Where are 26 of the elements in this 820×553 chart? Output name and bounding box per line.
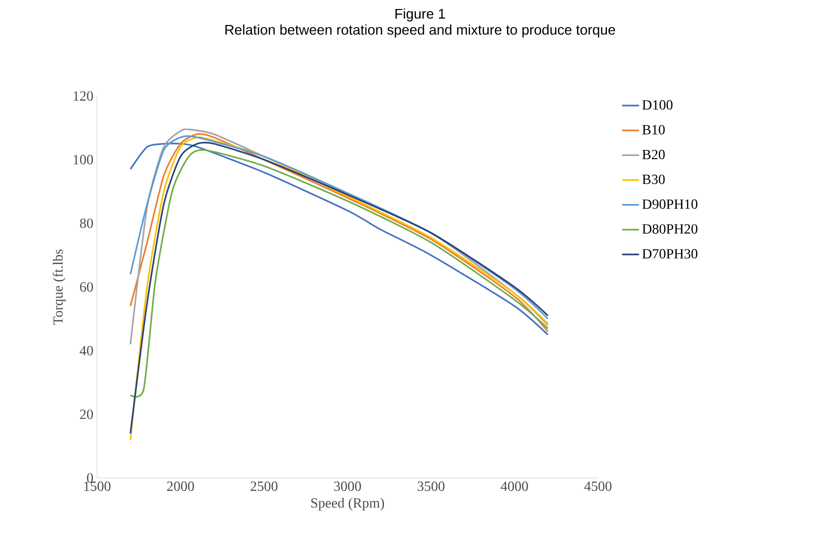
x-tick-label: 2500 xyxy=(250,482,278,491)
x-tick-label: 1500 xyxy=(84,482,110,491)
chart-subtitle: Relation between rotation speed and mixture to produce torque xyxy=(225,24,616,38)
legend-label: D90PH10 xyxy=(642,199,698,209)
chart-title: Figure 1 xyxy=(395,8,445,22)
y-tick-label: 100 xyxy=(74,154,93,164)
y-axis-title: Torque (ft.lbs xyxy=(52,249,66,325)
y-tick-label: 120 xyxy=(74,91,93,101)
line-series xyxy=(130,149,549,398)
x-axis-title: Speed (Rpm) xyxy=(311,498,384,511)
x-tick-label: 3500 xyxy=(418,482,444,491)
y-tick-label: 80 xyxy=(80,218,93,228)
x-tick-label: 3000 xyxy=(334,482,361,491)
legend-label: D100 xyxy=(642,100,672,110)
legend-label: B10 xyxy=(642,124,665,134)
x-tick-label: 4500 xyxy=(584,482,612,491)
y-tick-label: 0 xyxy=(87,473,93,483)
y-tick-label: 20 xyxy=(80,410,93,420)
x-tick-label: 4000 xyxy=(500,482,528,491)
legend-label: D80PH20 xyxy=(642,224,698,234)
legend-label: D70PH30 xyxy=(642,249,698,259)
legend-label: B20 xyxy=(642,150,665,160)
legend-label: B30 xyxy=(642,174,665,184)
x-tick-label: 2000 xyxy=(167,482,194,491)
y-tick-label: 60 xyxy=(80,282,93,292)
y-tick-label: 40 xyxy=(80,346,93,356)
